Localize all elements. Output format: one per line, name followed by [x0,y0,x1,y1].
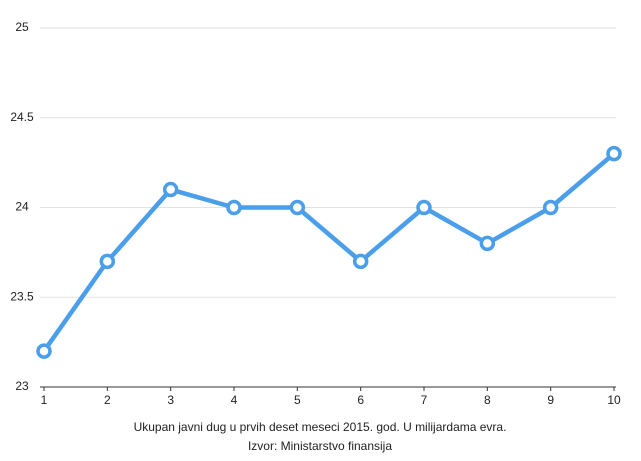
x-tick-label: 6 [357,393,364,407]
x-tick-label: 8 [484,393,491,407]
data-line [42,151,616,353]
y-tick-label: 24.5 [10,110,34,124]
y-tick-label: 25 [15,20,29,34]
data-point [416,199,432,216]
data-point [542,199,559,216]
x-tick-label: 7 [421,393,428,407]
caption: Ukupan javni dug u prvih deset meseci 20… [134,420,507,434]
x-tick-label: 10 [607,393,621,407]
y-tick-label: 23 [15,379,29,393]
x-tick-label: 1 [41,393,48,407]
x-tick-label: 2 [104,393,111,407]
data-point [289,199,306,216]
x-tick-label: 5 [294,393,301,407]
x-tick-label: 4 [231,393,238,407]
data-point [352,253,369,270]
y-tick-label: 23.5 [10,289,34,303]
data-point [606,145,622,162]
data-point [36,343,52,359]
source: Izvor: Ministarstvo finansija [248,439,392,453]
data-point [162,181,179,198]
y-tick-label: 24 [15,200,29,214]
data-point [99,253,116,270]
data-point [479,235,496,252]
data-point [226,199,242,216]
x-tick-label: 3 [167,393,174,407]
x-tick-label: 9 [547,393,554,407]
